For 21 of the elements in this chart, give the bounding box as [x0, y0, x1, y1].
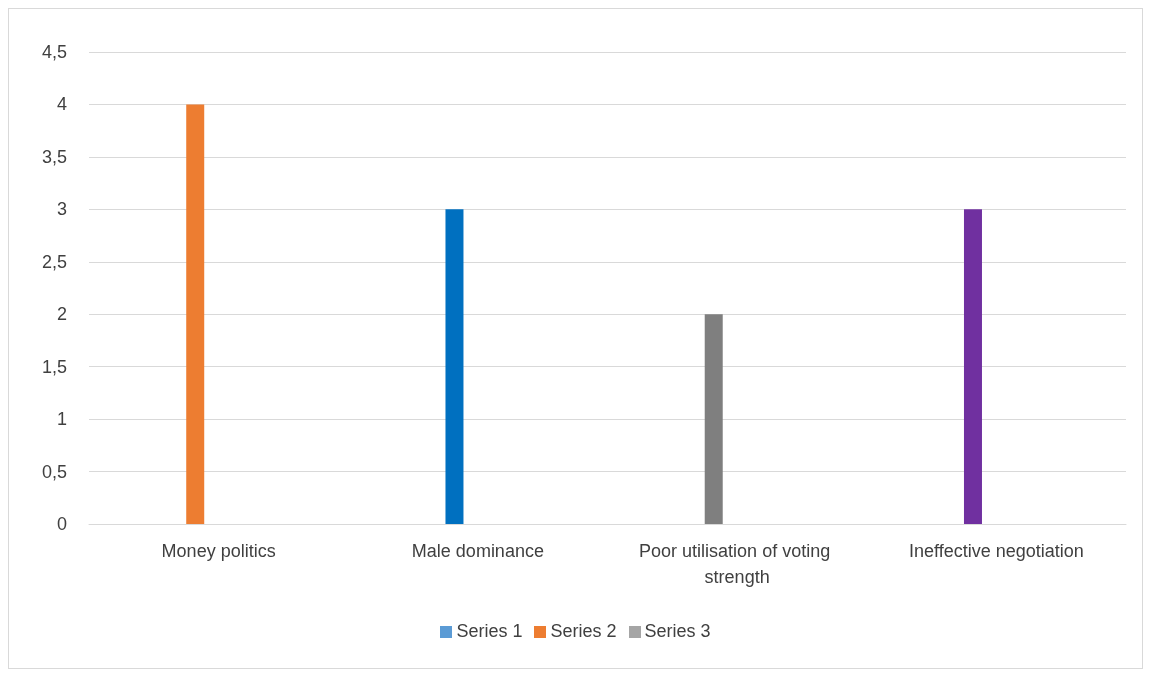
bar [186, 104, 205, 524]
x-tick-label: Male dominance [411, 541, 544, 561]
y-tick-label: 4 [56, 94, 67, 115]
y-tick-label: 2,5 [41, 251, 67, 272]
y-tick-label: 4,5 [41, 42, 67, 62]
y-tick-label: 0 [56, 514, 67, 534]
y-tick-label: 3,5 [41, 146, 67, 167]
x-tick-label: Poor utilisation of voting strength [639, 541, 836, 587]
bar [445, 209, 464, 524]
legend-label: Series 3 [644, 621, 711, 642]
x-tick-label: Money politics [161, 541, 276, 561]
bar [704, 314, 723, 524]
x-tick-label: Ineffective negotiation [908, 541, 1084, 561]
y-tick-label: 0,5 [41, 461, 67, 482]
y-tick-label: 1,5 [41, 356, 67, 377]
y-tick-label: 2 [56, 304, 67, 325]
text: Series 1 [456, 621, 523, 642]
y-tick-label: 1 [56, 409, 67, 430]
bar [963, 209, 982, 524]
y-tick-label: 3 [56, 199, 67, 220]
legend-label: Series 2 [550, 621, 617, 642]
